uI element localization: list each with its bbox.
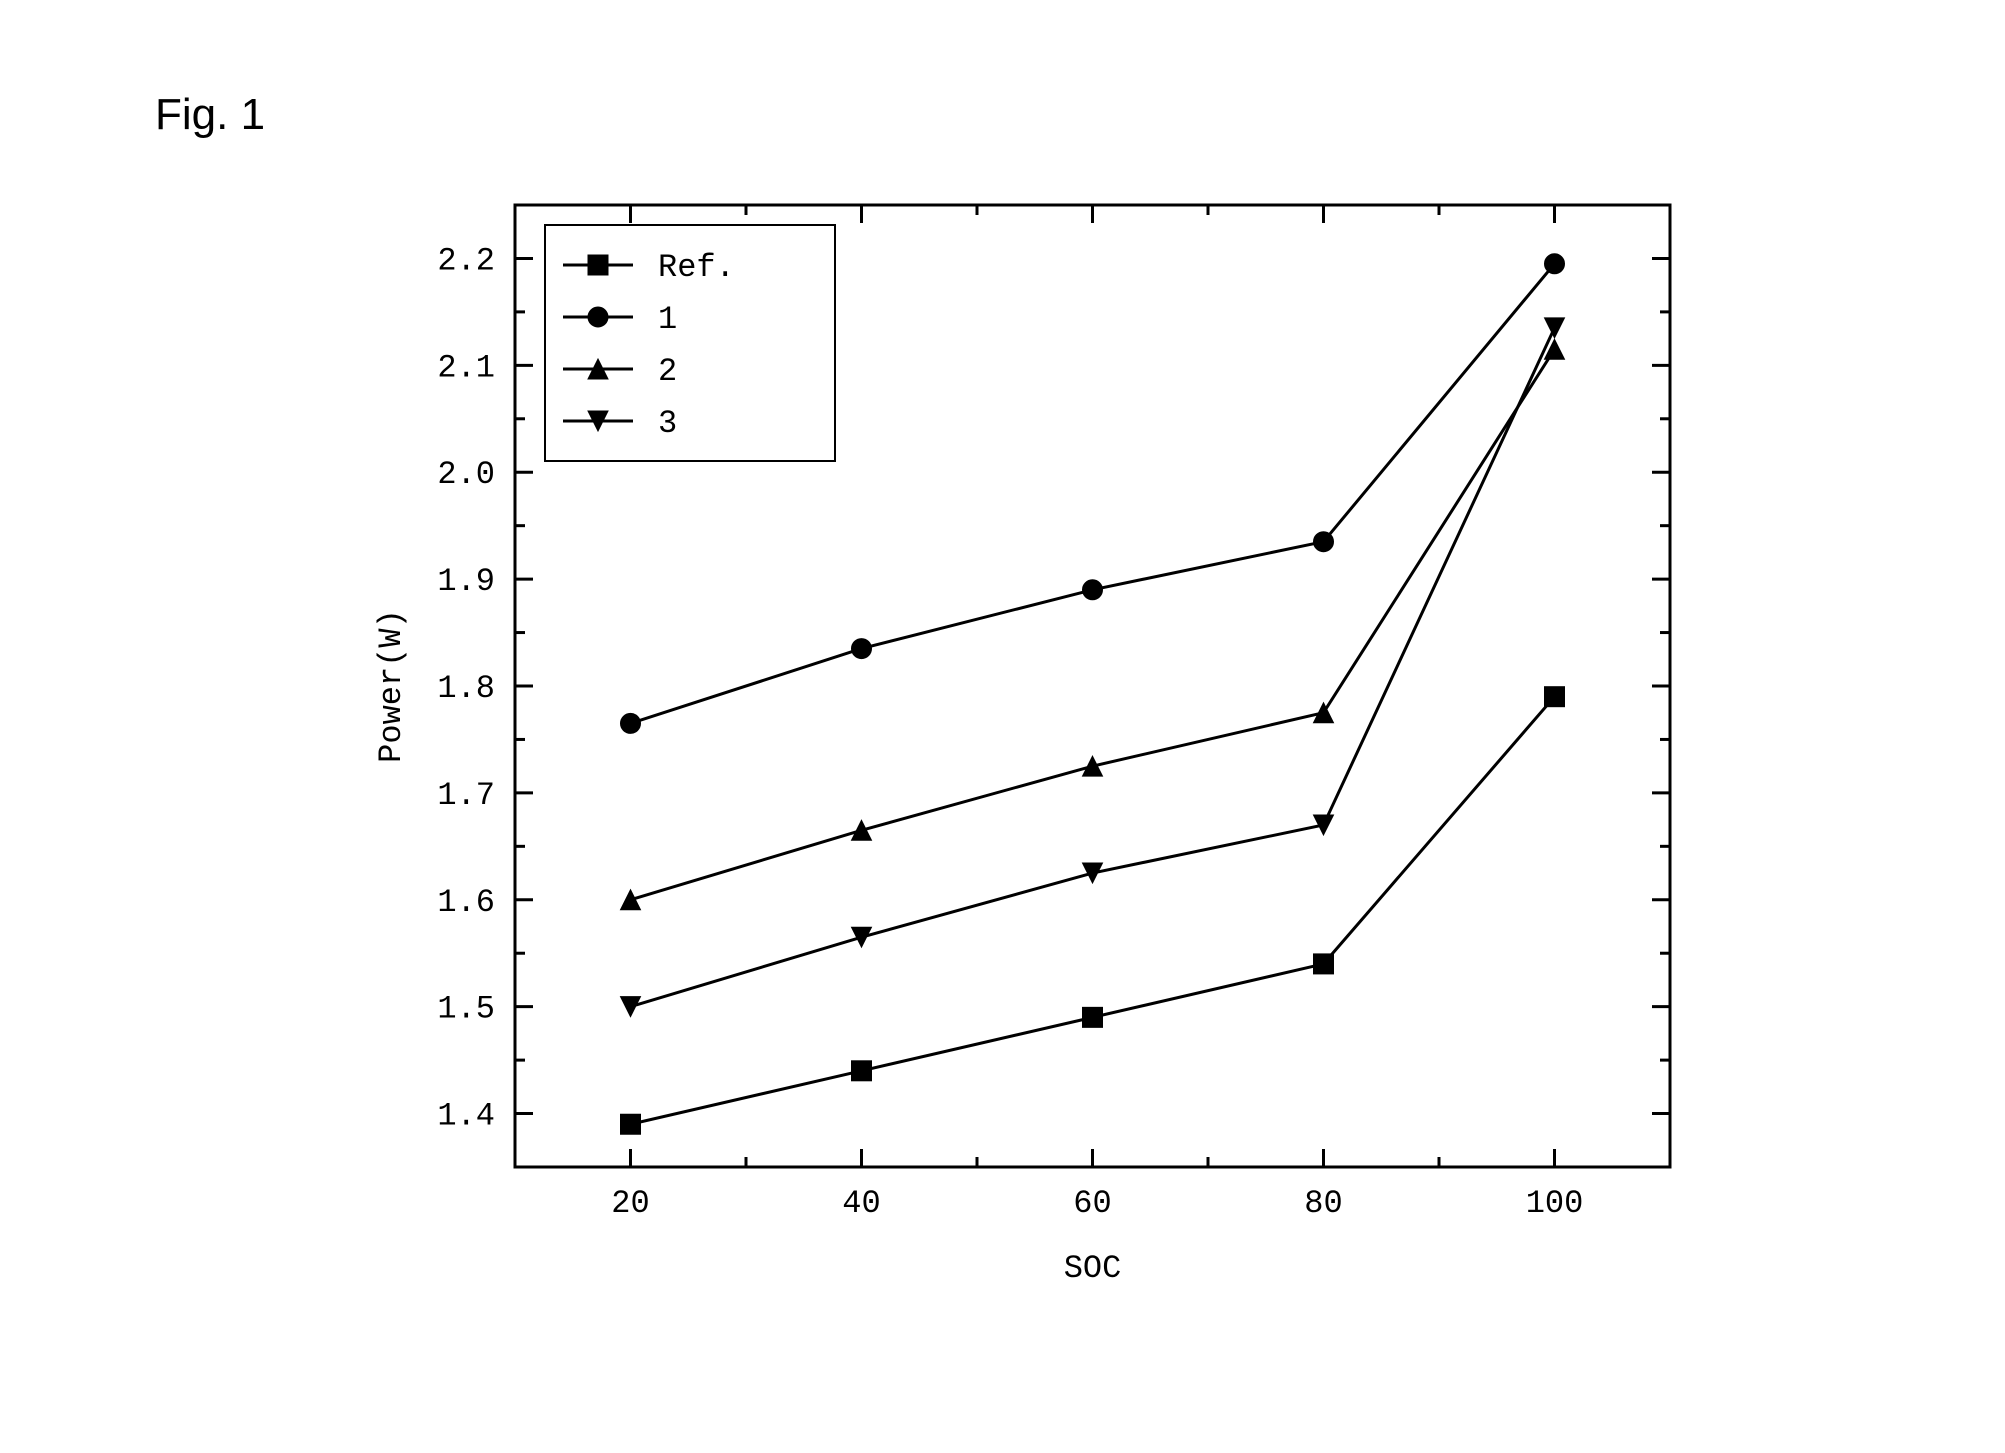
marker-circle-icon <box>621 713 641 733</box>
x-tick-label: 80 <box>1304 1185 1342 1222</box>
marker-square-icon <box>1083 1007 1103 1027</box>
y-tick-label: 2.0 <box>437 456 495 493</box>
figure-container: Fig. 1 20406080100SOC1.41.51.61.71.81.92… <box>0 0 2005 1453</box>
y-axis-label: Power(W) <box>373 609 410 763</box>
marker-square-icon <box>621 1114 641 1134</box>
y-tick-label: 1.6 <box>437 884 495 921</box>
marker-square-icon <box>588 255 608 275</box>
x-tick-label: 60 <box>1073 1185 1111 1222</box>
y-tick-label: 1.9 <box>437 563 495 600</box>
marker-circle-icon <box>588 307 608 327</box>
y-tick-label: 1.4 <box>437 1098 495 1135</box>
legend: Ref. 1 2 3 <box>545 225 835 461</box>
x-tick-label: 20 <box>611 1185 649 1222</box>
legend-label: Ref. <box>658 249 735 286</box>
marker-circle-icon <box>1314 532 1334 552</box>
x-tick-label: 40 <box>842 1185 880 1222</box>
y-tick-label: 2.2 <box>437 242 495 279</box>
y-tick-label: 2.1 <box>437 349 495 386</box>
marker-circle-icon <box>852 639 872 659</box>
marker-square-icon <box>1314 954 1334 974</box>
legend-label: 2 <box>658 353 677 390</box>
legend-label: 3 <box>658 405 677 442</box>
marker-square-icon <box>852 1061 872 1081</box>
y-tick-label: 1.7 <box>437 777 495 814</box>
x-tick-label: 100 <box>1526 1185 1584 1222</box>
marker-circle-icon <box>1083 580 1103 600</box>
chart: 20 40 60 80 100 SOC 1.4 1.5 1.6 1.7 1.8 1.9 2.0 2.1 2.… <box>0 0 2005 1453</box>
marker-circle-icon <box>1545 254 1565 274</box>
y-tick-label: 1.8 <box>437 670 495 707</box>
legend-label: 1 <box>658 301 677 338</box>
marker-square-icon <box>1545 687 1565 707</box>
x-axis-label: SOC <box>1064 1250 1122 1287</box>
y-tick-label: 1.5 <box>437 991 495 1028</box>
